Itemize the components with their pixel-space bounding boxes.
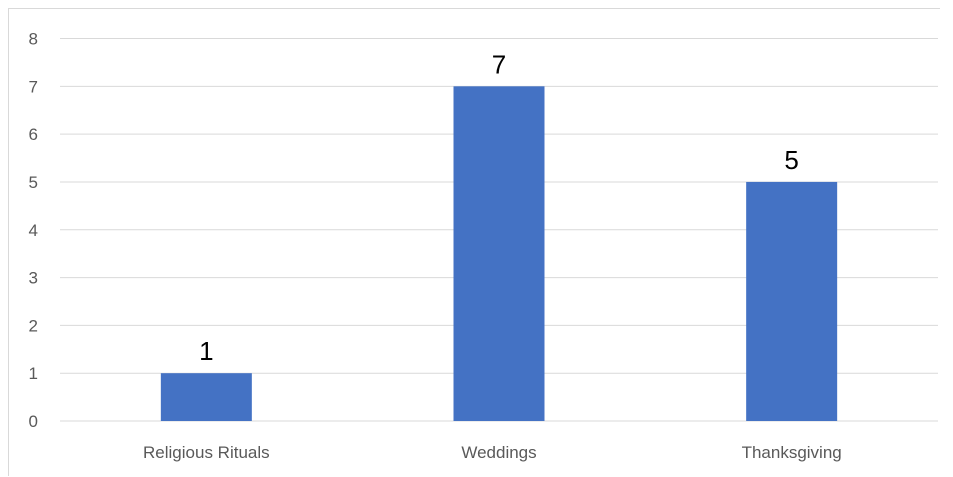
y-tick-label-8: 8 xyxy=(29,30,38,49)
x-axis-categories: Religious Rituals Weddings Thanksgiving xyxy=(143,443,842,462)
bar-religious-rituals xyxy=(160,373,252,421)
data-label-weddings: 7 xyxy=(492,49,506,79)
y-tick-label-2: 2 xyxy=(29,316,38,335)
x-category-label-thanksgiving: Thanksgiving xyxy=(742,443,842,462)
bars xyxy=(160,86,838,421)
y-tick-label-5: 5 xyxy=(29,173,38,192)
y-axis-ticks: 0 1 2 3 4 5 6 7 8 xyxy=(29,30,38,432)
y-tick-label-1: 1 xyxy=(29,364,38,383)
bar-thanksgiving xyxy=(746,181,838,421)
data-label-thanksgiving: 5 xyxy=(784,145,798,175)
y-tick-label-0: 0 xyxy=(29,412,38,431)
x-category-label-weddings: Weddings xyxy=(461,443,536,462)
y-tick-label-3: 3 xyxy=(29,269,38,288)
data-labels: 1 7 5 xyxy=(199,49,799,366)
x-category-label-religious-rituals: Religious Rituals xyxy=(143,443,270,462)
bar-weddings xyxy=(453,86,545,421)
data-label-religious-rituals: 1 xyxy=(199,336,213,366)
y-tick-label-7: 7 xyxy=(29,77,38,96)
y-tick-label-4: 4 xyxy=(29,221,38,240)
y-tick-label-6: 6 xyxy=(29,125,38,144)
